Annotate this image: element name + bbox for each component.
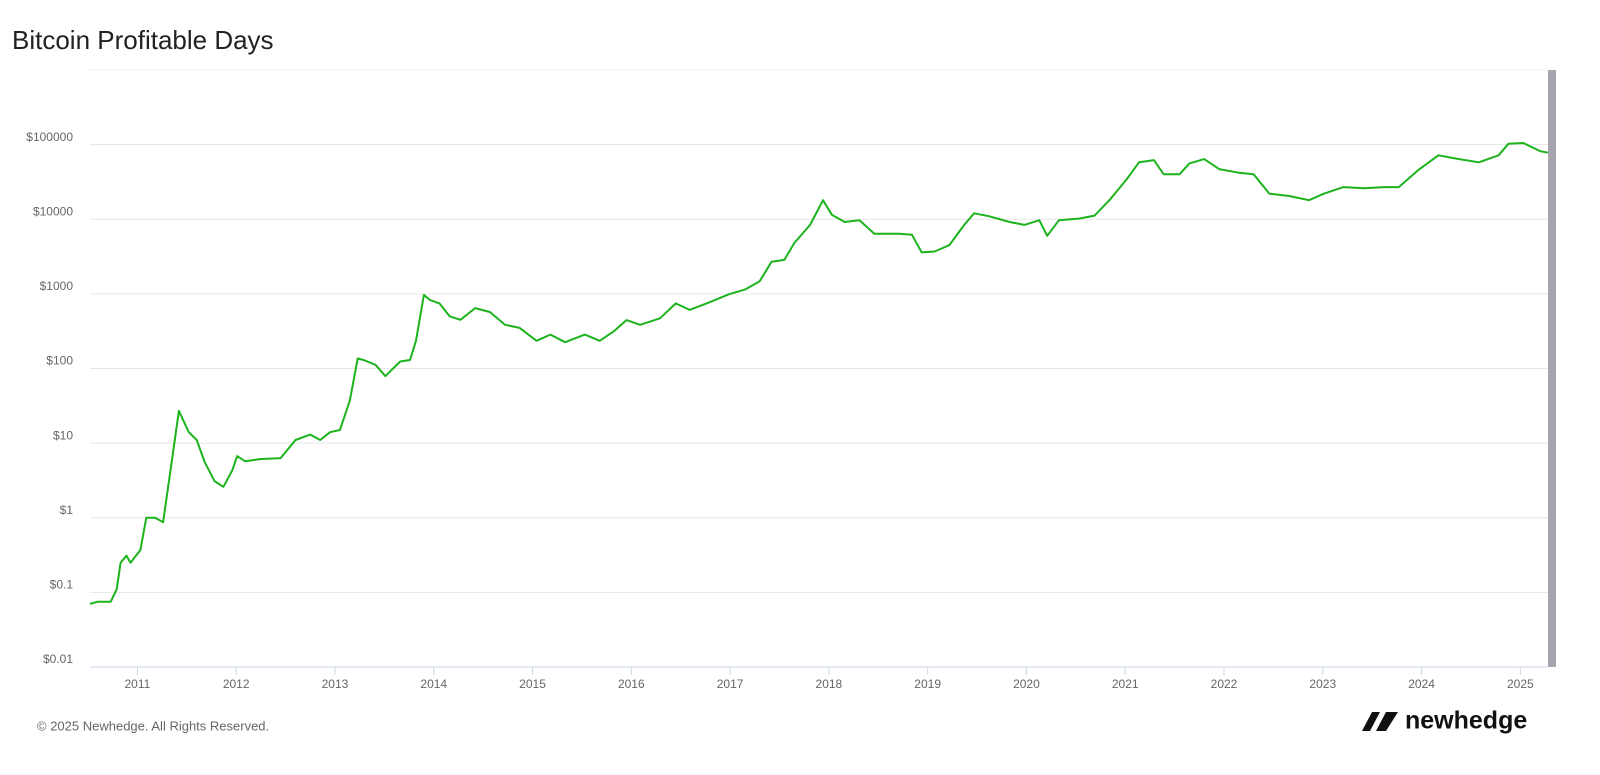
y-tick-label: $100 (46, 354, 73, 368)
x-tick-label: 2017 (717, 677, 744, 691)
x-tick-label: 2016 (618, 677, 645, 691)
x-tick-label: 2018 (816, 677, 843, 691)
x-tick-label: 2025 (1507, 677, 1534, 691)
y-tick-label: $1 (60, 503, 74, 517)
scrollbar[interactable] (1548, 70, 1556, 667)
x-tick-label: 2023 (1309, 677, 1336, 691)
brand-icon (1362, 712, 1398, 731)
y-tick-label: $10 (53, 428, 73, 442)
x-tick-label: 2012 (223, 677, 250, 691)
y-tick-label: $0.01 (43, 652, 73, 666)
x-tick-label: 2021 (1112, 677, 1139, 691)
x-tick-label: 2020 (1013, 677, 1040, 691)
copyright: © 2025 Newhedge. All Rights Reserved. (37, 718, 269, 733)
y-tick-label: $0.1 (50, 578, 74, 592)
x-tick-label: 2014 (420, 677, 447, 691)
y-tick-label: $100000 (26, 130, 73, 144)
price-line (89, 142, 1549, 605)
y-tick-label: $10000 (33, 204, 73, 218)
x-tick-label: 2013 (322, 677, 349, 691)
chart-title: Bitcoin Profitable Days (12, 25, 274, 55)
x-tick-label: 2011 (125, 677, 151, 691)
brand-logo: newhedge (1362, 707, 1527, 735)
x-tick-label: 2022 (1211, 677, 1238, 691)
x-tick-label: 2024 (1408, 677, 1435, 691)
brand-name: newhedge (1405, 707, 1527, 735)
x-tick-label: 2019 (914, 677, 941, 691)
y-tick-label: $1000 (40, 279, 74, 293)
x-tick-label: 2015 (519, 677, 546, 691)
